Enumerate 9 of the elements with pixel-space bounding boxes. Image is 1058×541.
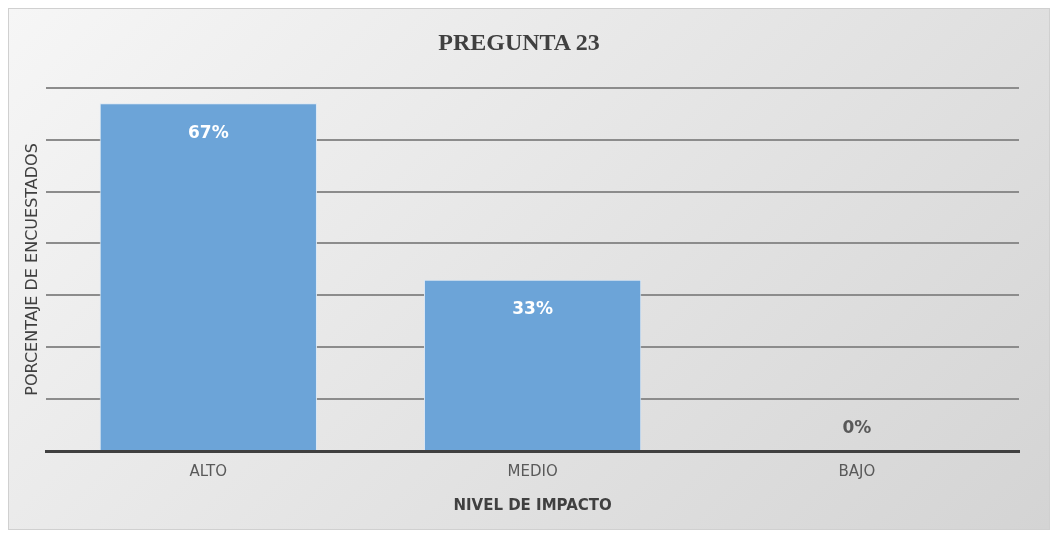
x-axis-title: NIVEL DE IMPACTO <box>453 495 612 514</box>
y-axis-title: PORCENTAJE DE ENCUESTADOS <box>21 143 41 396</box>
x-tick-label: ALTO <box>189 461 228 480</box>
chart-title: PREGUNTA 23 <box>438 28 600 55</box>
x-tick-label: MEDIO <box>507 461 558 480</box>
data-label: 33% <box>512 298 553 319</box>
x-tick-label: BAJO <box>838 461 876 480</box>
data-label: 67% <box>187 121 229 142</box>
data-label: 0% <box>842 417 872 438</box>
